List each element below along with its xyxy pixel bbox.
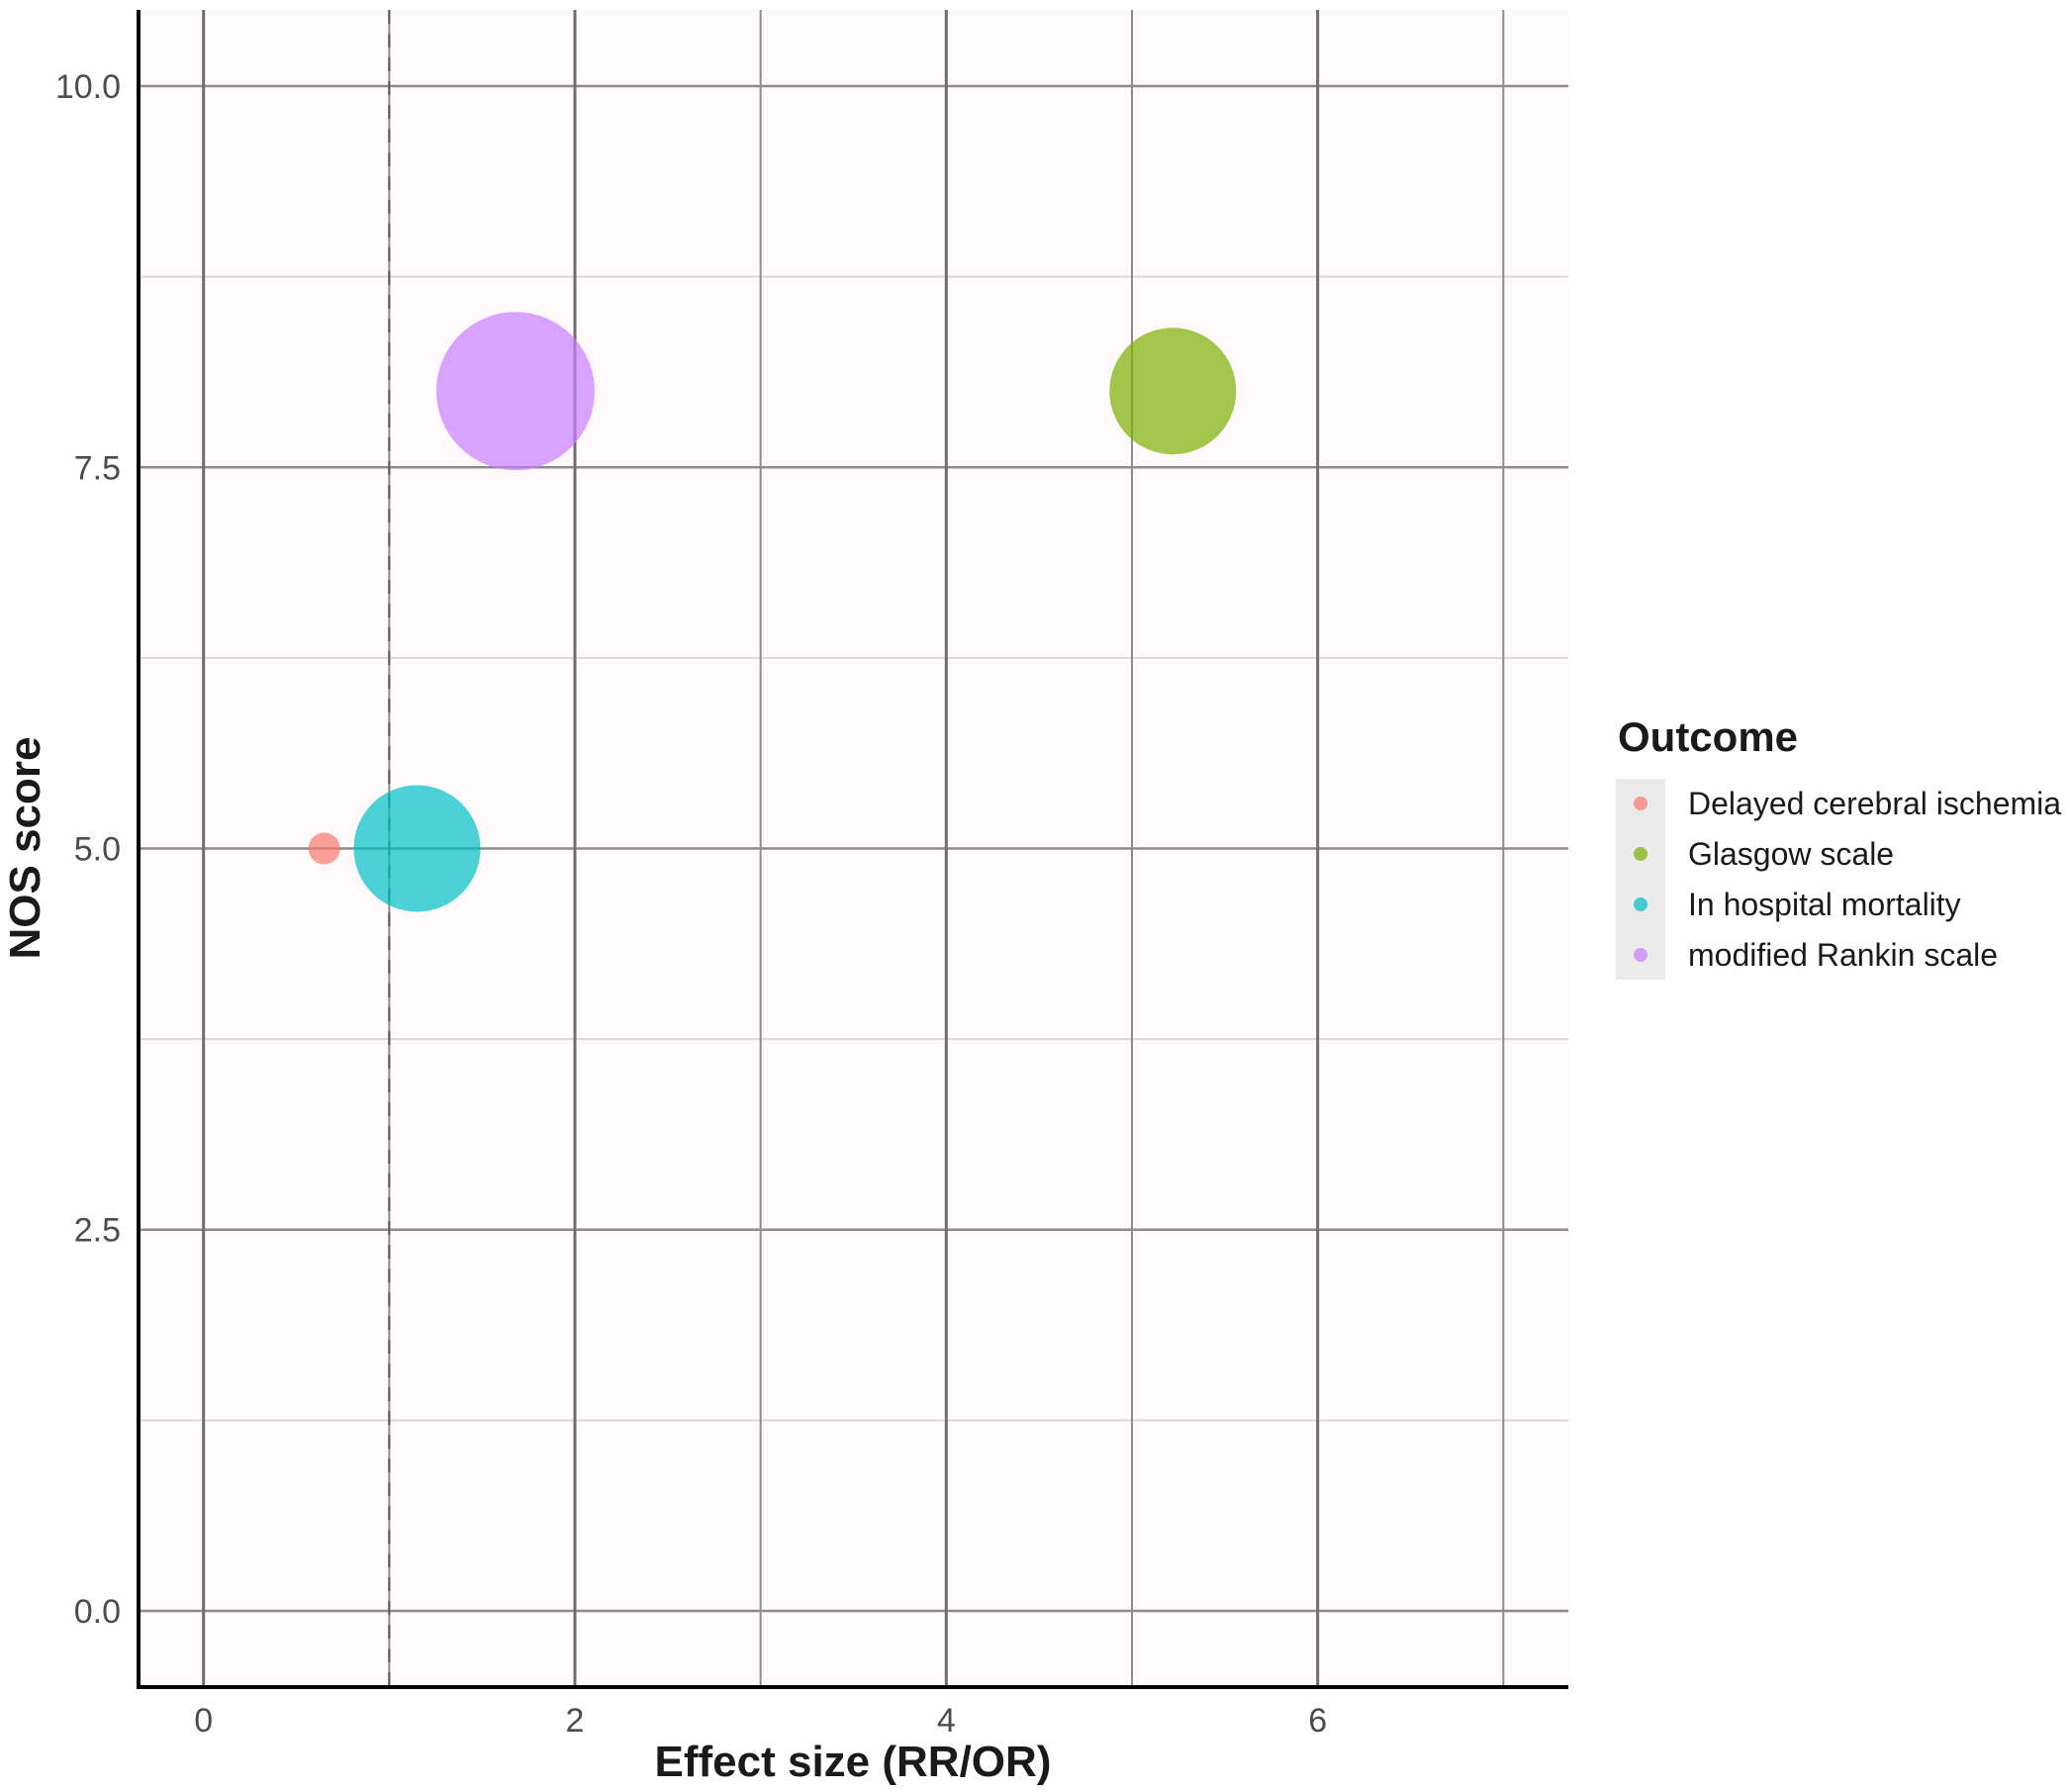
y-tick-labels: 0.0 2.5 5.0 7.5 10.0 bbox=[55, 68, 121, 1631]
legend-key-background bbox=[1616, 779, 1665, 980]
y-tick-label: 5.0 bbox=[74, 831, 121, 869]
legend: Outcome Delayed cerebral ischemia Glasgow… bbox=[1616, 713, 2061, 980]
legend-key bbox=[1634, 797, 1647, 810]
legend-label: Delayed cerebral ischemia bbox=[1688, 786, 2061, 821]
y-tick-label: 0.0 bbox=[74, 1593, 121, 1631]
x-tick-label: 2 bbox=[566, 1702, 585, 1740]
x-axis-title: Effect size (RR/OR) bbox=[655, 1738, 1052, 1786]
data-point bbox=[308, 832, 340, 865]
legend-label: modified Rankin scale bbox=[1688, 937, 1998, 973]
data-points bbox=[308, 312, 1237, 912]
x-tick-label: 4 bbox=[937, 1702, 956, 1740]
data-point bbox=[1109, 328, 1237, 455]
data-point bbox=[435, 312, 595, 471]
y-tick-label: 2.5 bbox=[74, 1212, 121, 1250]
y-tick-label: 7.5 bbox=[74, 449, 121, 487]
x-tick-label: 0 bbox=[194, 1702, 213, 1740]
legend-key bbox=[1634, 897, 1647, 911]
x-tick-labels: 0 2 4 6 bbox=[194, 1702, 1327, 1740]
data-point bbox=[353, 785, 481, 912]
y-axis-title: NOS score bbox=[1, 737, 49, 960]
legend-label: Glasgow scale bbox=[1688, 836, 1894, 872]
y-tick-label: 10.0 bbox=[55, 68, 121, 106]
legend-title: Outcome bbox=[1618, 713, 1798, 760]
legend-label: In hospital mortality bbox=[1688, 887, 1961, 922]
x-tick-label: 6 bbox=[1308, 1702, 1327, 1740]
legend-key bbox=[1634, 847, 1647, 861]
legend-key bbox=[1634, 948, 1647, 962]
